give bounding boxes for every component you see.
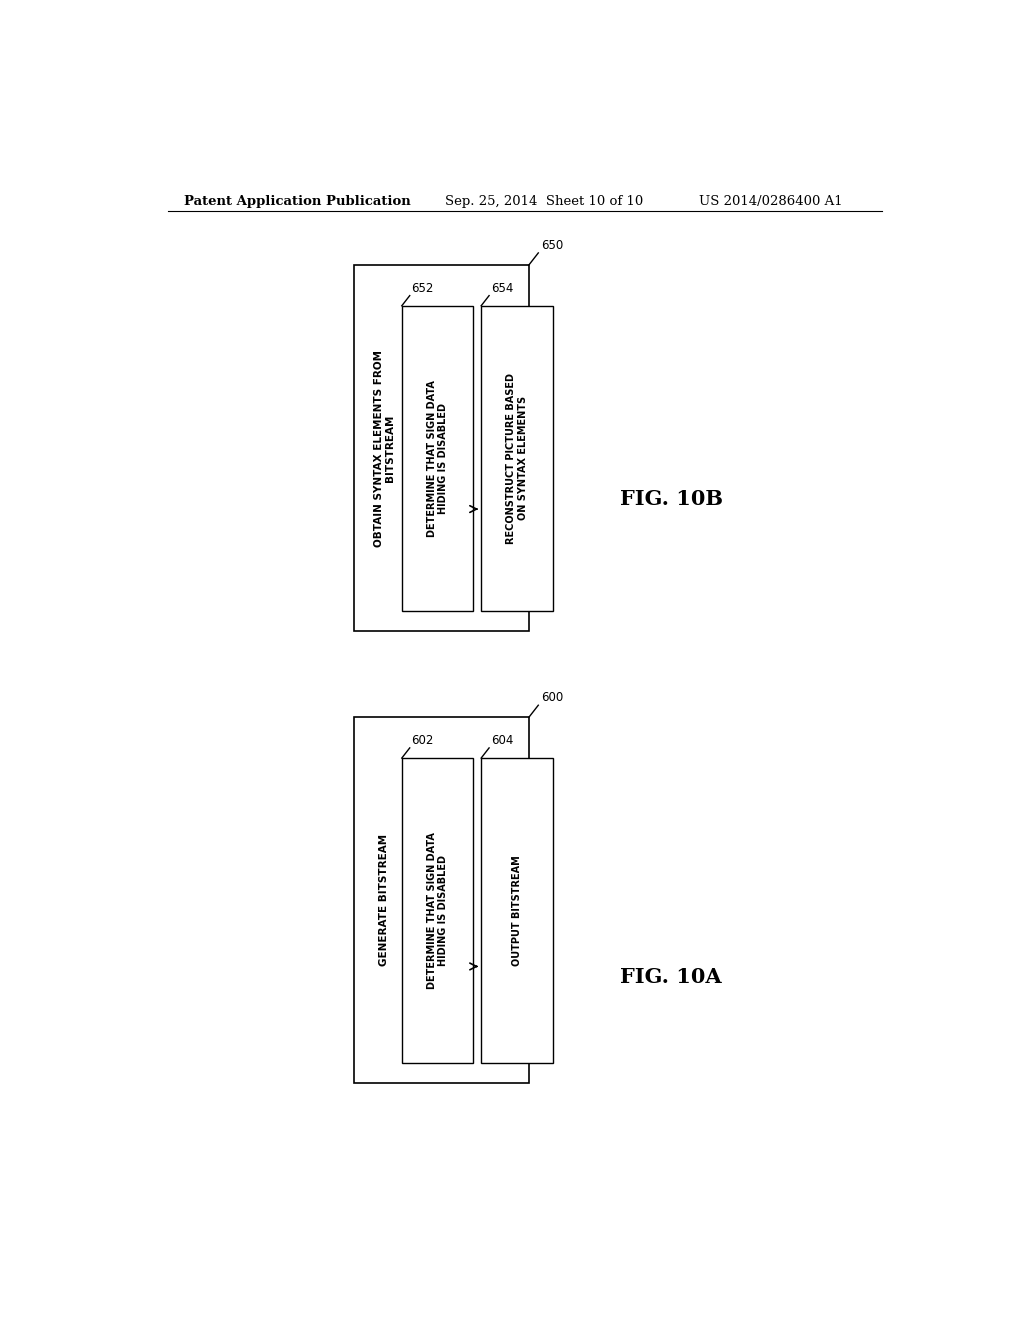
Bar	[481, 758, 553, 1063]
Bar	[354, 265, 528, 631]
Text: 600: 600	[541, 692, 563, 704]
Text: 602: 602	[412, 734, 434, 747]
Bar	[481, 306, 553, 611]
Text: DETERMINE THAT SIGN DATA
HIDING IS DISABLED: DETERMINE THAT SIGN DATA HIDING IS DISAB…	[427, 380, 449, 537]
Bar	[354, 718, 528, 1084]
Text: 604: 604	[490, 734, 513, 747]
Bar	[401, 758, 473, 1063]
Text: 652: 652	[412, 281, 434, 294]
Text: US 2014/0286400 A1: US 2014/0286400 A1	[699, 194, 843, 207]
Text: 654: 654	[490, 281, 513, 294]
Text: 650: 650	[541, 239, 563, 252]
Text: Sep. 25, 2014  Sheet 10 of 10: Sep. 25, 2014 Sheet 10 of 10	[445, 194, 644, 207]
Text: DETERMINE THAT SIGN DATA
HIDING IS DISABLED: DETERMINE THAT SIGN DATA HIDING IS DISAB…	[427, 832, 449, 989]
Text: Patent Application Publication: Patent Application Publication	[183, 194, 411, 207]
Text: GENERATE BITSTREAM: GENERATE BITSTREAM	[379, 834, 389, 966]
Text: OUTPUT BITSTREAM: OUTPUT BITSTREAM	[512, 855, 522, 966]
Text: FIG. 10A: FIG. 10A	[620, 966, 722, 986]
Text: FIG. 10B: FIG. 10B	[620, 488, 723, 510]
Text: OBTAIN SYNTAX ELEMENTS FROM
BITSTREAM: OBTAIN SYNTAX ELEMENTS FROM BITSTREAM	[374, 350, 395, 546]
Text: RECONSTRUCT PICTURE BASED
ON SYNTAX ELEMENTS: RECONSTRUCT PICTURE BASED ON SYNTAX ELEM…	[506, 372, 527, 544]
Bar	[401, 306, 473, 611]
